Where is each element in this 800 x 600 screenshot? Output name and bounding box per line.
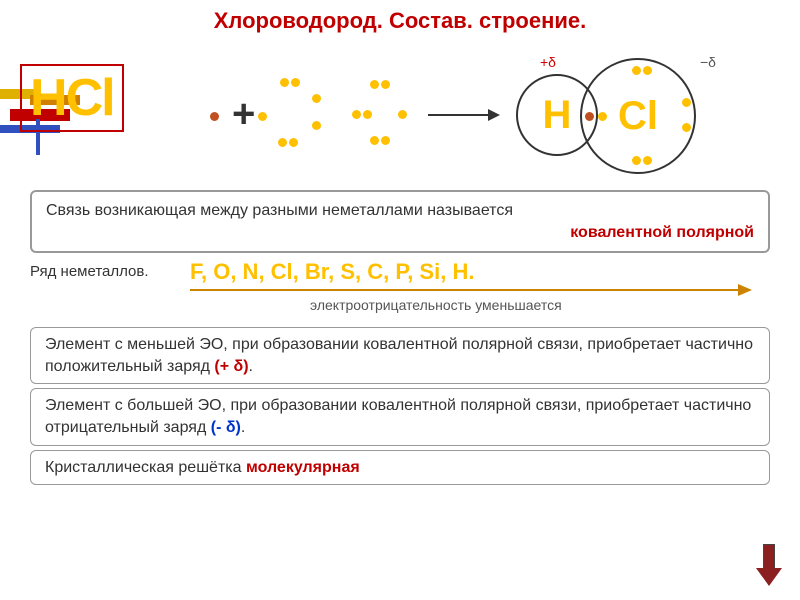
cl-dots-left xyxy=(258,112,267,121)
en-arrow xyxy=(190,289,750,291)
page-title: Хлороводород. Состав. строение. xyxy=(0,0,800,34)
bonding-diagram: HCl + +δ −δ H Cl xyxy=(0,34,800,184)
definition-answer: ковалентной полярной xyxy=(46,222,754,244)
en-series: F, O, N, Cl, Br, S, C, P, Si, H. xyxy=(190,259,474,285)
lattice-label: Кристаллическая решётка xyxy=(45,459,242,476)
rule-pos-post: . xyxy=(249,358,253,375)
rule-box-positive: Элемент с меньшей ЭО, при образовании ко… xyxy=(30,327,770,384)
en-caption: электроотрицательность уменьшается xyxy=(310,297,562,313)
electronegativity-row: Ряд неметаллов. F, O, N, Cl, Br, S, C, P… xyxy=(30,259,770,321)
bonded-cl-right xyxy=(682,98,691,132)
mid-dots-1 xyxy=(370,80,390,89)
next-arrow-icon[interactable] xyxy=(756,544,782,588)
rule-box-negative: Элемент с большей ЭО, при образовании ко… xyxy=(30,388,770,445)
lattice-box: Кристаллическая решётка молекулярная xyxy=(30,450,770,486)
formula-h: H xyxy=(30,69,66,127)
shared-cl-dot xyxy=(598,112,607,121)
cl-dots-right xyxy=(312,94,321,130)
h-electron-dot xyxy=(210,112,219,121)
shared-h-dot xyxy=(585,112,594,121)
formula-hcl: HCl xyxy=(20,64,124,132)
rule-neg-post: . xyxy=(241,419,245,436)
rule-neg-charge: (- δ) xyxy=(211,419,241,436)
en-row-label: Ряд неметаллов. xyxy=(30,263,149,280)
mid-dots-4 xyxy=(370,136,390,145)
cl-dots-top xyxy=(280,78,300,87)
bonded-cl: Cl xyxy=(618,94,658,139)
mid-dots-2 xyxy=(352,110,372,119)
bonded-h: H xyxy=(543,93,572,138)
formula-cl: Cl xyxy=(66,69,114,127)
rule-pos-charge: (+ δ) xyxy=(214,358,248,375)
cl-dots-bottom xyxy=(278,138,298,147)
lattice-answer: молекулярная xyxy=(242,459,360,476)
plus-symbol: + xyxy=(232,92,255,137)
mid-dots-3 xyxy=(398,110,407,119)
definition-text: Связь возникающая между разными неметалл… xyxy=(46,202,513,219)
plus-delta-label: +δ xyxy=(540,54,556,70)
reaction-arrow xyxy=(428,114,498,116)
rule-pos-text: Элемент с меньшей ЭО, при образовании ко… xyxy=(45,336,753,375)
minus-delta-label: −δ xyxy=(700,54,716,70)
rule-neg-text: Элемент с большей ЭО, при образовании ко… xyxy=(45,397,751,436)
bonded-cl-bottom xyxy=(632,156,652,165)
bonded-cl-top xyxy=(632,66,652,75)
definition-box: Связь возникающая между разными неметалл… xyxy=(30,190,770,253)
